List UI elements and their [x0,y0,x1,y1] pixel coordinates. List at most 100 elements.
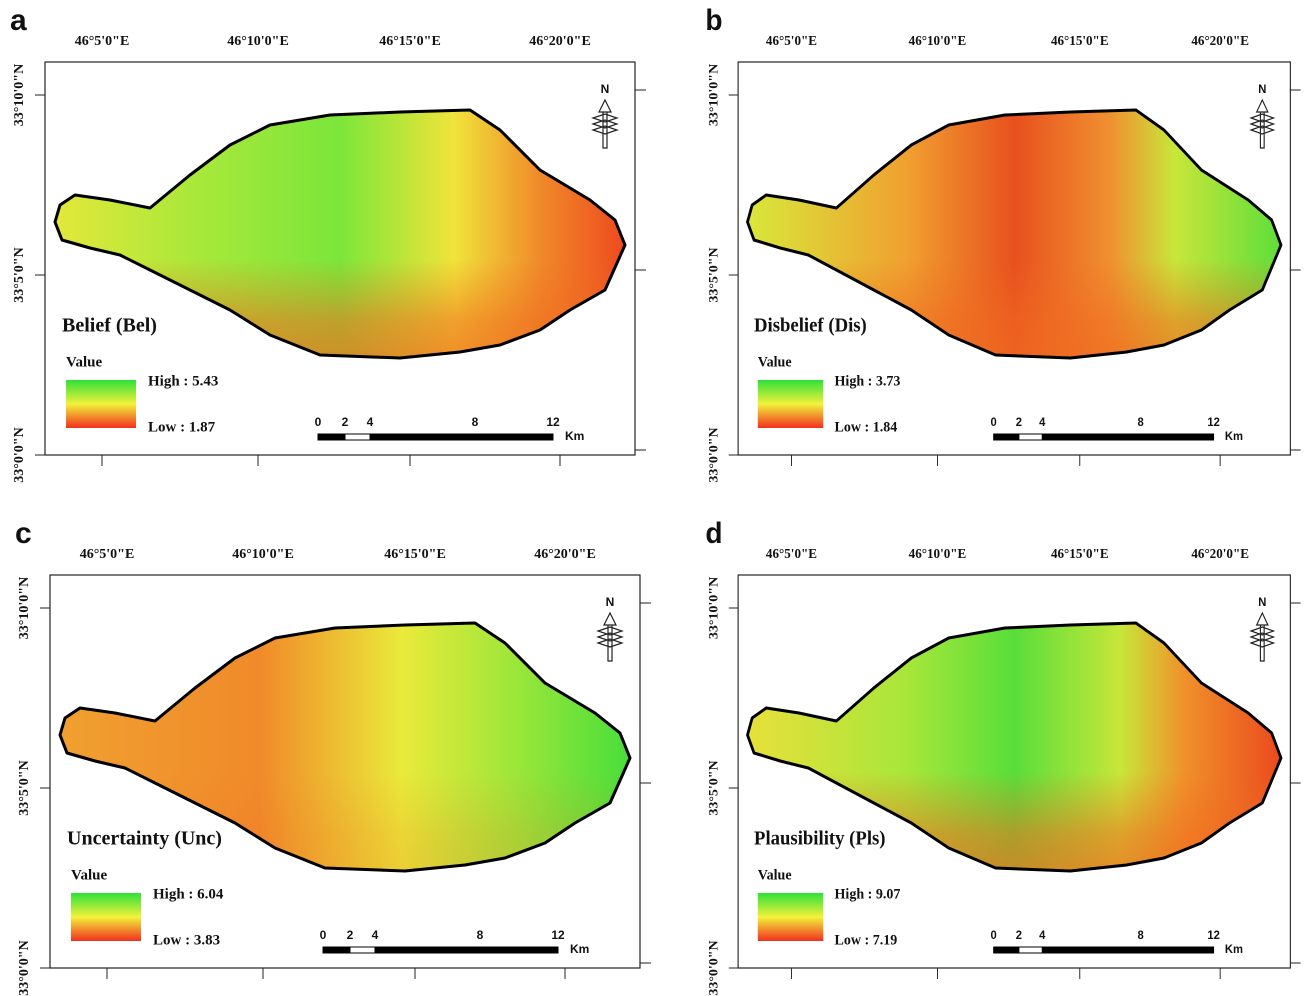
scale-label: 12 [546,415,560,429]
scale-label: 0 [320,928,327,942]
legend-high: High : 9.07 [835,886,901,903]
map-title: Plausibility (Pls) [754,828,886,850]
legend-heading: Value [71,867,107,883]
map-frame [44,61,636,456]
north-symbol [1249,611,1276,662]
longitude-label: 46°15'0"E [1051,33,1109,48]
scale-label: 8 [472,415,479,429]
north-label: N [1258,596,1266,609]
study-area-border [746,108,1283,360]
scale-label: 2 [1016,416,1022,429]
scale-bar-segment [1041,433,1142,441]
legend-low: Low : 3.83 [153,932,220,948]
scale-bar-segment [474,433,554,441]
legend-high: High : 3.73 [835,373,901,390]
scale-label: 12 [1207,929,1219,942]
longitude-label: 46°20'0"E [1191,546,1249,561]
longitude-label: 46°5'0"E [766,33,817,48]
scale-bar-segment [1041,946,1142,954]
legend-ramp [71,893,141,941]
longitude-label: 46°10'0"E [909,33,967,48]
scale-unit: Km [565,429,584,443]
legend-heading: Value [758,867,792,884]
legend-ramp [757,380,824,428]
north-label: N [606,595,615,609]
study-area-shade [747,110,1281,358]
scale-bar-segment [317,433,346,441]
scale-label: 2 [347,928,354,942]
north-arrow: N [1249,596,1276,662]
latitude-label: 33°10'0"N [706,577,720,640]
north-arrow: N [596,595,624,662]
scale-label: 0 [991,416,997,429]
map-panel: d 46°5'0"E 46°10'0"E 46°15'0"E 46°20'0"E 33°1… [705,517,1301,996]
legend-heading: Value [758,354,792,371]
map-panel: b 46°5'0"E 46°10'0"E 46°15'0"E 46°20'0"E 33°1… [705,4,1301,483]
longitude-label: 46°20'0"E [534,547,596,562]
legend-ramp [757,893,824,941]
legend-low: Low : 1.84 [835,419,898,436]
scale-bar-segment [1140,433,1215,441]
study-area-border [746,621,1283,873]
panel-letter: d [705,517,722,550]
scale-label: 12 [551,928,565,942]
scale-bar-segment [344,433,371,441]
north-arrow: N [1249,83,1276,149]
map-frame [49,574,641,969]
scale-bar-segment [374,946,481,954]
legend-high: High : 5.43 [148,373,218,389]
longitude-label: 46°15'0"E [1051,546,1109,561]
scale-bar-segment [1018,433,1043,441]
latitude-label: 33°0'0"N [12,427,27,482]
latitude-label: 33°10'0"N [706,64,720,127]
north-arrow: N [591,82,619,149]
longitude-label: 46°15'0"E [379,34,441,49]
legend-heading: Value [66,354,102,370]
latitude-label: 33°10'0"N [17,577,32,639]
map-frame [737,574,1291,969]
scale-label: 4 [1039,929,1046,942]
longitude-label: 46°5'0"E [80,547,135,562]
scale-bar-segment [479,946,559,954]
latitude-label: 33°5'0"N [706,760,720,816]
longitude-label: 46°10'0"E [232,547,294,562]
map-title: Disbelief (Dis) [754,315,867,337]
scale-label: 8 [477,928,484,942]
scale-bar-segment [369,433,476,441]
scale-label: 0 [315,415,322,429]
panel-letter: c [15,517,32,550]
latitude-label: 33°0'0"N [17,940,32,995]
scale-label: 4 [367,415,374,429]
legend-low: Low : 1.87 [148,419,216,435]
map-panel: a 46°5'0"E 46°10'0"E 46°15'0"E 46°20'0"E 33°1… [10,4,646,483]
north-symbol [591,98,619,149]
scale-bar-segment [1018,946,1043,954]
scale-label: 12 [1207,416,1219,429]
longitude-label: 46°10'0"E [227,34,289,49]
north-symbol [1249,98,1276,149]
map-title: Uncertainty (Unc) [67,828,222,850]
scale-bar-segment [993,946,1020,954]
scale-label: 4 [1039,416,1046,429]
study-area-shade [55,110,625,358]
latitude-label: 33°5'0"N [17,760,32,815]
map-frame [737,61,1291,456]
longitude-label: 46°5'0"E [75,34,130,49]
longitude-label: 46°20'0"E [1191,33,1249,48]
panels: a 46°5'0"E 46°10'0"E 46°15'0"E 46°20'0"E 33°1… [10,4,1301,996]
longitude-label: 46°5'0"E [766,546,817,561]
scale-unit: Km [1225,943,1243,956]
latitude-label: 33°10'0"N [12,64,27,126]
study-area-border [58,621,632,873]
legend-high: High : 6.04 [153,886,224,902]
north-label: N [601,82,610,96]
longitude-label: 46°15'0"E [384,547,446,562]
longitude-label: 46°10'0"E [909,546,967,561]
scale-label: 0 [991,929,997,942]
scale-label: 4 [372,928,379,942]
map-panel: c 46°5'0"E 46°10'0"E 46°15'0"E 46°20'0"E 33°1… [15,517,651,996]
legend-ramp [66,380,136,428]
map-title: Belief (Bel) [62,315,157,337]
latitude-label: 33°0'0"N [706,427,720,483]
